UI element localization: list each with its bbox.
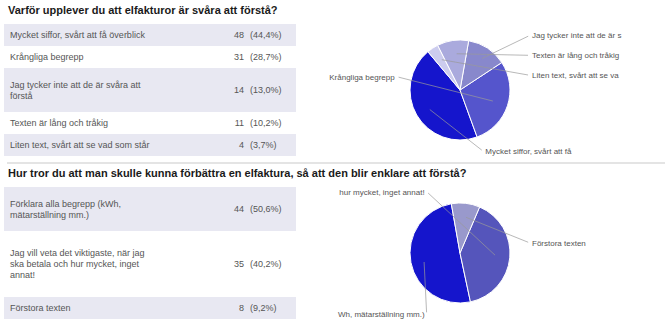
row-label: Jag tycker inte att de är svåra attförst… (10, 80, 141, 101)
row-label-line: Jag tycker inte att de är svåra att (10, 80, 141, 90)
row-percent: (44,4%) (250, 30, 282, 40)
table-row (4, 112, 296, 134)
table-row (4, 187, 296, 231)
row-percent: (10,2%) (250, 118, 282, 128)
row-label-line: Jag vill veta det viktigaste, när jag (10, 248, 145, 258)
row-label-line: ska betala och hur mycket, inget (10, 259, 140, 269)
annotation: Texten är lång och tråkig (532, 51, 619, 60)
annotation: hur mycket, inget annat! (339, 188, 424, 197)
row-label: Jag vill veta det viktigaste, när jagska… (10, 248, 145, 280)
row-label-line: Mycket siffor, svårt att få överblick (10, 30, 145, 40)
panel: Varför upplever du att elfakturor är svå… (4, 4, 621, 156)
pie (410, 40, 510, 140)
table-row (4, 68, 296, 112)
title: Varför upplever du att elfakturor är svå… (8, 4, 278, 16)
annotation: Krångliga begrepp (329, 73, 395, 82)
table-row (4, 24, 296, 46)
row-label-line: Texten är lång och tråkig (10, 118, 108, 128)
annotation-leader (442, 60, 528, 75)
row-count: 14 (234, 85, 244, 95)
table: Mycket siffor, svårt att få överblick 48 (… (4, 24, 296, 156)
row-label-line: Krångliga begrepp (10, 52, 84, 62)
row-percent: (9,2%) (250, 303, 277, 313)
row-label-line: förstå (10, 91, 33, 101)
row-label-line: annat! (10, 270, 35, 280)
row-percent: (40,2%) (250, 259, 282, 269)
row-count: 8 (239, 303, 244, 313)
row-percent: (13,0%) (250, 85, 282, 95)
row-label: Mycket siffor, svårt att få överblick (10, 30, 145, 40)
annotations: Mycket siffor, svårt att få Krångliga beg… (329, 31, 621, 156)
annotation: Mycket siffor, svårt att få (485, 147, 572, 156)
table-row (4, 231, 296, 297)
annotation-leader (399, 77, 493, 101)
row-label-line: mätarställning mm.) (10, 210, 89, 220)
chart-svg: Varför upplever du att elfakturor är svå… (0, 0, 672, 326)
annotation-leader (424, 262, 426, 312)
separator (7, 163, 665, 164)
annotation-leader (466, 217, 528, 242)
row-label-line: Förstora texten (10, 303, 71, 313)
annotation: Wh, mätarställning mm.) (338, 310, 425, 319)
row-count: 31 (234, 52, 244, 62)
row-label: Krångliga begrepp (10, 52, 84, 62)
annotation: Jag tycker inte att de är s (532, 31, 621, 40)
row-percent: (3,7%) (250, 140, 277, 150)
pie (410, 203, 510, 303)
table: Förklara alla begrepp (kWh,mätarställnin… (4, 187, 296, 319)
chart-root: Varför upplever du att elfakturor är svå… (0, 0, 672, 326)
row-count: 4 (239, 140, 244, 150)
row-label-line: Förklara alla begrepp (kWh, (10, 199, 121, 209)
row-count: 35 (234, 259, 244, 269)
pie-slice (428, 45, 460, 90)
title: Hur tror du att man skulle kunna förbätt… (8, 167, 467, 179)
row-count: 11 (235, 118, 244, 128)
row-label: Förstora texten (10, 303, 71, 313)
row-percent: (50,6%) (250, 204, 282, 214)
table-row (4, 297, 296, 319)
annotations: Wh, mätarställning mm.) hur mycket, inget… (338, 188, 586, 320)
background (0, 0, 672, 326)
annotation-leader (428, 193, 495, 255)
table-row (4, 46, 296, 68)
table-row (4, 134, 296, 156)
annotation-leader (430, 110, 482, 151)
row-label-line: Liten text, svårt att se vad som står (10, 140, 150, 150)
row-label: Förklara alla begrepp (kWh,mätarställnin… (10, 199, 121, 220)
row-label: Texten är lång och tråkig (10, 118, 108, 128)
panel: Hur tror du att man skulle kunna förbätt… (4, 167, 586, 319)
annotation: Förstora texten (532, 239, 586, 248)
annotation: Liten text, svårt att se va (532, 71, 619, 80)
row-percent: (28,7%) (250, 52, 282, 62)
annotation-leader (457, 54, 528, 56)
row-count: 48 (234, 30, 244, 40)
row-count: 44 (234, 204, 244, 214)
row-label: Liten text, svårt att se vad som står (10, 140, 150, 150)
